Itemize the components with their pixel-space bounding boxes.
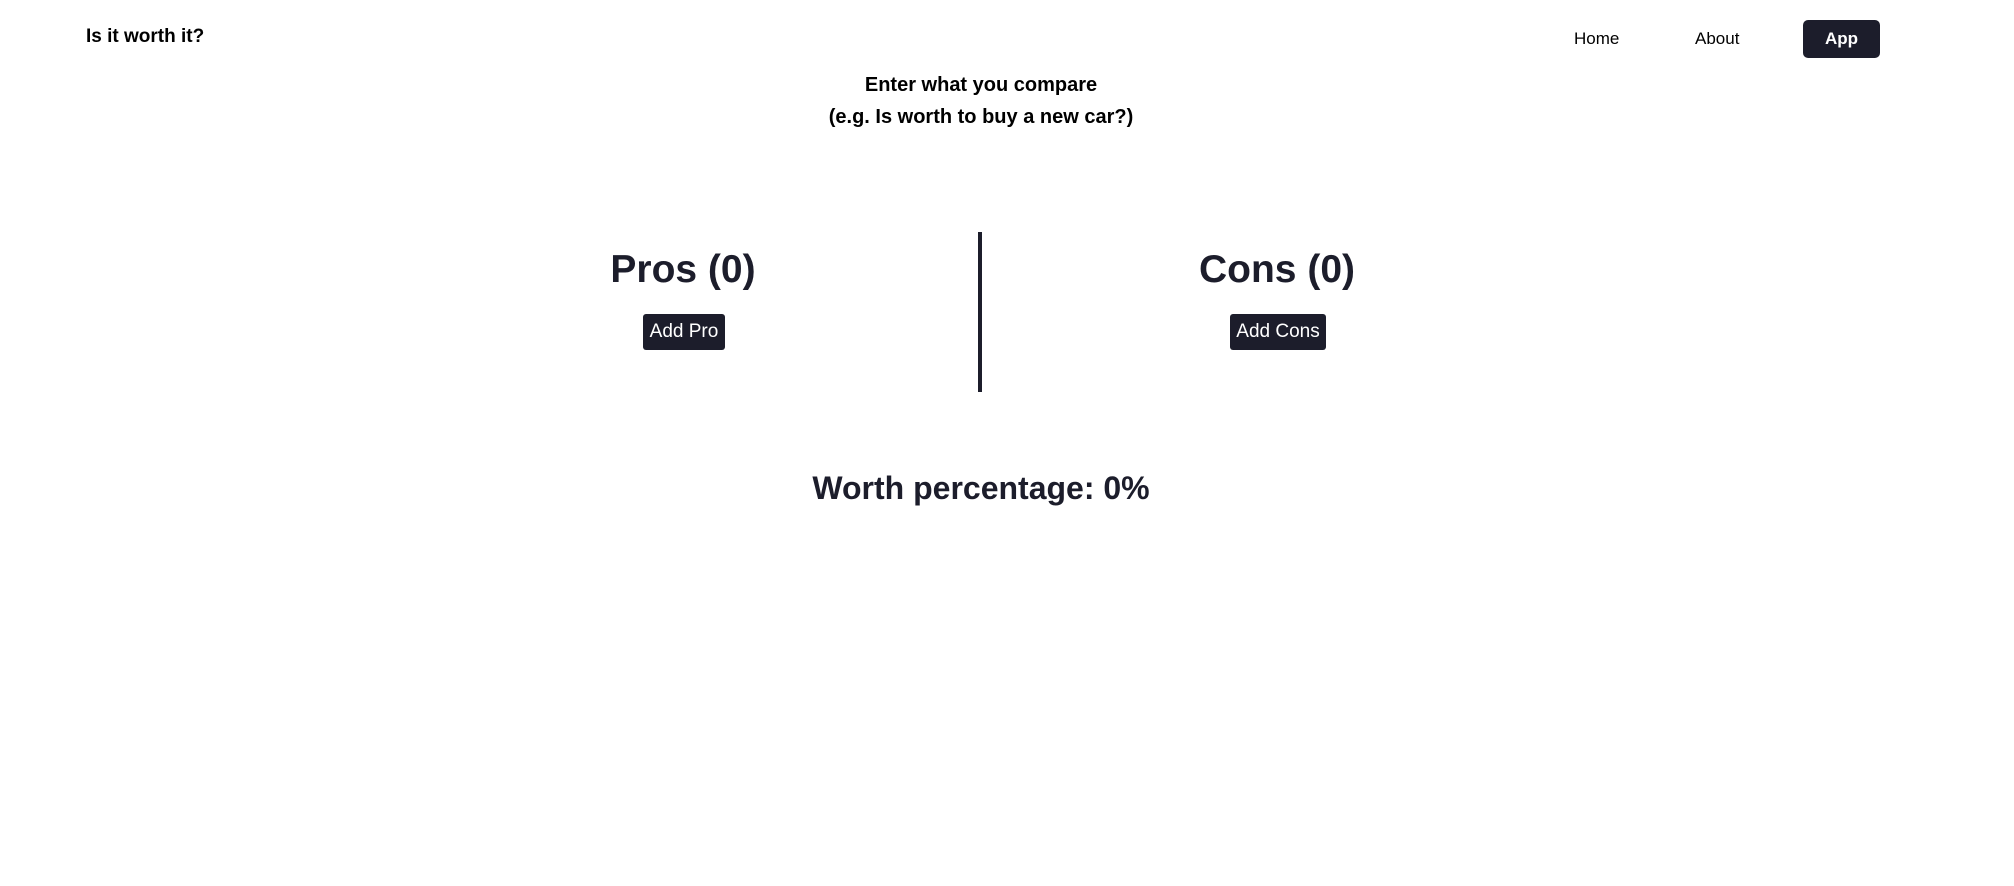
worth-percentage: Worth percentage: 0%: [812, 470, 1150, 506]
nav-about-link[interactable]: About: [1695, 29, 1740, 48]
add-pro-button[interactable]: Add Pro: [643, 314, 725, 350]
cons-title: Cons (0): [1199, 248, 1355, 291]
column-divider: [978, 232, 982, 392]
nav-app-button[interactable]: App: [1803, 20, 1880, 58]
brand-title[interactable]: Is it worth it?: [86, 26, 205, 47]
top-nav: Home About App: [1540, 20, 1880, 58]
pros-title: Pros (0): [610, 248, 756, 291]
nav-home-link[interactable]: Home: [1574, 29, 1620, 48]
add-cons-button[interactable]: Add Cons: [1230, 314, 1326, 350]
prompt-heading[interactable]: Enter what you compare: [864, 74, 1098, 96]
prompt-example[interactable]: (e.g. Is worth to buy a new car?): [828, 106, 1134, 128]
